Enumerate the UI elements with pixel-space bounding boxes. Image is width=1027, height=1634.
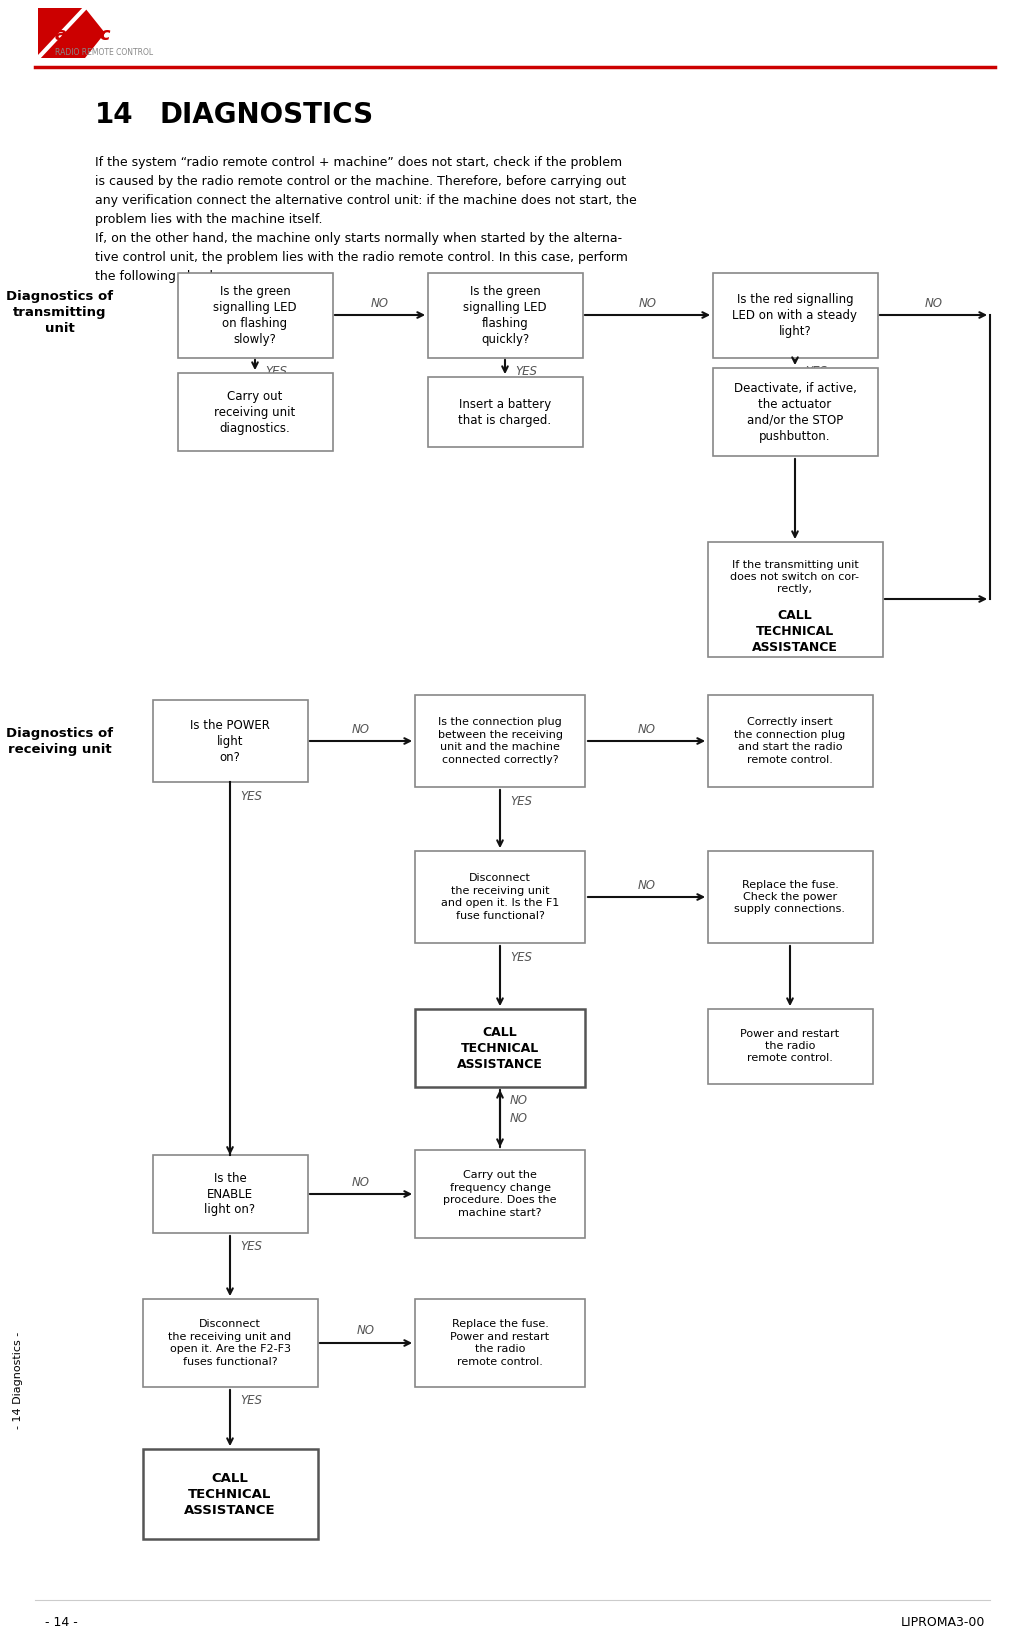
Text: Is the green
signalling LED
flashing
quickly?: Is the green signalling LED flashing qui… bbox=[463, 284, 546, 345]
Text: YES: YES bbox=[240, 1240, 262, 1253]
Bar bbox=[708, 542, 883, 657]
Text: Deactivate, if active,
the actuator
and/or the STOP
pushbutton.: Deactivate, if active, the actuator and/… bbox=[733, 381, 857, 443]
Text: is caused by the radio remote control or the machine. Therefore, before carrying: is caused by the radio remote control or… bbox=[96, 175, 626, 188]
Text: NO: NO bbox=[638, 879, 655, 892]
Text: NO: NO bbox=[638, 722, 655, 735]
Text: Insert a battery
that is charged.: Insert a battery that is charged. bbox=[458, 397, 551, 426]
Bar bbox=[415, 1299, 585, 1387]
Text: NO: NO bbox=[371, 296, 389, 309]
Bar bbox=[415, 1010, 585, 1087]
Text: YES: YES bbox=[510, 794, 532, 807]
Bar bbox=[708, 694, 873, 788]
Text: NO: NO bbox=[352, 1175, 370, 1188]
Text: Power and restart
the radio
remote control.: Power and restart the radio remote contr… bbox=[740, 1028, 839, 1064]
Text: the following checks.: the following checks. bbox=[96, 270, 227, 283]
Text: Carry out the
frequency change
procedure. Does the
machine start?: Carry out the frequency change procedure… bbox=[444, 1170, 557, 1217]
Bar bbox=[415, 851, 585, 943]
Bar bbox=[713, 368, 877, 456]
Bar bbox=[415, 694, 585, 788]
Text: NO: NO bbox=[357, 1325, 375, 1338]
Text: Correctly insert
the connection plug
and start the radio
remote control.: Correctly insert the connection plug and… bbox=[734, 717, 845, 765]
Bar bbox=[178, 273, 333, 358]
Text: YES: YES bbox=[805, 364, 827, 377]
Text: CALL
TECHNICAL
ASSISTANCE: CALL TECHNICAL ASSISTANCE bbox=[752, 608, 838, 654]
Text: YES: YES bbox=[510, 951, 532, 964]
Bar bbox=[152, 1155, 307, 1234]
Text: NO: NO bbox=[639, 296, 656, 309]
Bar bbox=[713, 273, 877, 358]
Text: YES: YES bbox=[265, 364, 287, 377]
Text: tive control unit, the problem lies with the radio remote control. In this case,: tive control unit, the problem lies with… bbox=[96, 250, 627, 263]
Text: 14: 14 bbox=[96, 101, 134, 129]
Text: Diagnostics of
transmitting
unit: Diagnostics of transmitting unit bbox=[6, 289, 114, 335]
Text: Is the red signalling
LED on with a steady
light?: Is the red signalling LED on with a stea… bbox=[732, 292, 858, 338]
Bar bbox=[708, 851, 873, 943]
Text: CALL
TECHNICAL
ASSISTANCE: CALL TECHNICAL ASSISTANCE bbox=[184, 1472, 276, 1516]
Bar bbox=[143, 1299, 317, 1387]
Bar bbox=[143, 1449, 318, 1539]
Bar bbox=[415, 1150, 585, 1239]
Text: NO: NO bbox=[352, 722, 370, 735]
Bar bbox=[152, 699, 307, 783]
Text: LIPROMA3-00: LIPROMA3-00 bbox=[901, 1616, 985, 1629]
Text: NO: NO bbox=[510, 1111, 528, 1124]
Text: problem lies with the machine itself.: problem lies with the machine itself. bbox=[96, 212, 322, 225]
Text: Diagnostics of
receiving unit: Diagnostics of receiving unit bbox=[6, 727, 114, 755]
Text: Replace the fuse.
Power and restart
the radio
remote control.: Replace the fuse. Power and restart the … bbox=[451, 1319, 549, 1366]
Text: Carry out
receiving unit
diagnostics.: Carry out receiving unit diagnostics. bbox=[215, 389, 296, 435]
Text: Replace the fuse.
Check the power
supply connections.: Replace the fuse. Check the power supply… bbox=[734, 879, 845, 915]
Text: Is the green
signalling LED
on flashing
slowly?: Is the green signalling LED on flashing … bbox=[214, 284, 297, 345]
Text: autec: autec bbox=[55, 26, 112, 44]
Text: YES: YES bbox=[240, 1394, 262, 1407]
Text: Is the POWER
light
on?: Is the POWER light on? bbox=[190, 719, 270, 763]
Bar bbox=[178, 373, 333, 451]
Text: any verification connect the alternative control unit: if the machine does not s: any verification connect the alternative… bbox=[96, 193, 637, 206]
Text: Is the connection plug
between the receiving
unit and the machine
connected corr: Is the connection plug between the recei… bbox=[438, 717, 563, 765]
Text: YES: YES bbox=[515, 364, 537, 377]
Text: - 14 Diagnostics -: - 14 Diagnostics - bbox=[13, 1332, 23, 1428]
Text: RADIO REMOTE CONTROL: RADIO REMOTE CONTROL bbox=[55, 47, 153, 57]
Text: NO: NO bbox=[924, 296, 943, 309]
Text: - 14 -: - 14 - bbox=[45, 1616, 78, 1629]
Text: YES: YES bbox=[240, 789, 262, 802]
Text: NO: NO bbox=[510, 1095, 528, 1108]
Bar bbox=[427, 377, 582, 448]
Text: CALL
TECHNICAL
ASSISTANCE: CALL TECHNICAL ASSISTANCE bbox=[457, 1026, 543, 1070]
Text: Disconnect
the receiving unit and
open it. Are the F2-F3
fuses functional?: Disconnect the receiving unit and open i… bbox=[168, 1319, 292, 1366]
Polygon shape bbox=[38, 8, 105, 57]
Text: Disconnect
the receiving unit
and open it. Is the F1
fuse functional?: Disconnect the receiving unit and open i… bbox=[441, 874, 559, 920]
Text: If the system “radio remote control + machine” does not start, check if the prob: If the system “radio remote control + ma… bbox=[96, 155, 622, 168]
Text: If, on the other hand, the machine only starts normally when started by the alte: If, on the other hand, the machine only … bbox=[96, 232, 622, 245]
Bar bbox=[708, 1008, 873, 1083]
Bar bbox=[427, 273, 582, 358]
Text: If the transmitting unit
does not switch on cor-
rectly,: If the transmitting unit does not switch… bbox=[730, 559, 860, 595]
Text: DIAGNOSTICS: DIAGNOSTICS bbox=[160, 101, 374, 129]
Text: Is the
ENABLE
light on?: Is the ENABLE light on? bbox=[204, 1172, 256, 1216]
